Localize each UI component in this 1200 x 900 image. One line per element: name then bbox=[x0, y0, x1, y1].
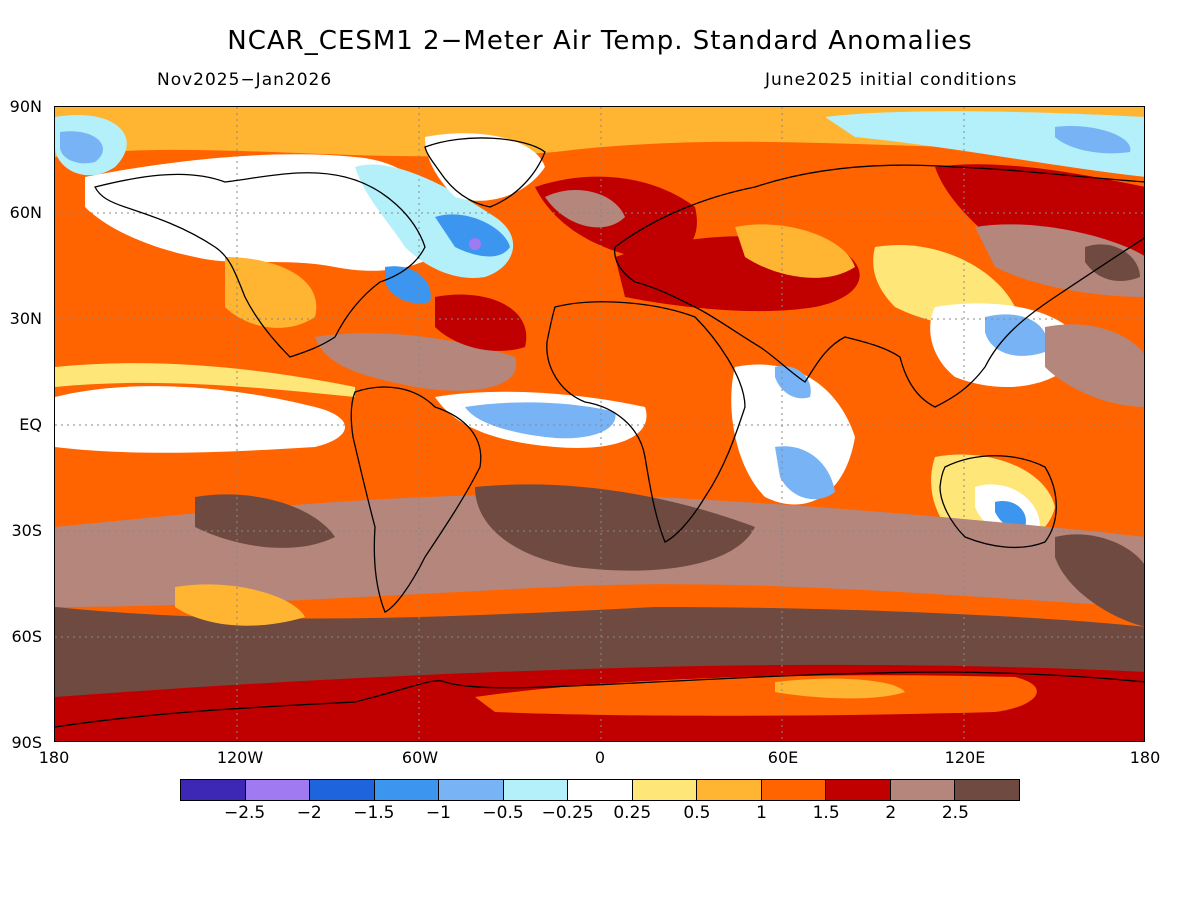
lat-label-eq: EQ bbox=[19, 415, 42, 434]
colorbar-swatch bbox=[503, 780, 569, 800]
anomaly-patch bbox=[435, 214, 510, 257]
lon-label-180w: 180 bbox=[38, 748, 70, 767]
anomaly-patch bbox=[435, 294, 527, 351]
colorbar-swatch bbox=[826, 780, 891, 800]
graticule bbox=[55, 107, 1144, 741]
colorbar-label: 0.25 bbox=[613, 803, 652, 823]
anomaly-patch bbox=[975, 224, 1144, 297]
lon-label-180e: 180 bbox=[1129, 748, 1161, 767]
colorbar-label: 0.5 bbox=[683, 803, 711, 823]
anomaly-patch bbox=[775, 446, 835, 500]
colorbar bbox=[180, 779, 1020, 801]
anomaly-patch bbox=[475, 484, 755, 571]
anomaly-patch bbox=[469, 238, 481, 250]
colorbar-label: 1 bbox=[756, 803, 767, 823]
anomaly-patch bbox=[775, 366, 811, 399]
anomaly-patch bbox=[55, 386, 345, 453]
anomaly-patch bbox=[995, 501, 1026, 529]
lon-label-60w: 60W bbox=[401, 748, 439, 767]
colorbar-label: 1.5 bbox=[812, 803, 840, 823]
lon-label-120w: 120W bbox=[216, 748, 264, 767]
colorbar-swatch bbox=[761, 780, 827, 800]
anomaly-patch bbox=[55, 363, 355, 397]
lat-label-30n: 30N bbox=[9, 309, 42, 328]
colorbar-label: −1 bbox=[425, 803, 451, 823]
initial-conditions: June2025 initial conditions bbox=[765, 70, 1018, 90]
anomaly-patch bbox=[735, 224, 855, 278]
anomaly-patch bbox=[1055, 534, 1144, 627]
coastlines bbox=[55, 137, 1144, 728]
colorbar-swatch bbox=[439, 780, 504, 800]
anomaly-patch bbox=[465, 402, 616, 439]
anomaly-patch bbox=[60, 131, 103, 164]
map-title: NCAR_CESM1 2−Meter Air Temp. Standard An… bbox=[227, 26, 973, 56]
colorbar-swatch bbox=[568, 780, 633, 800]
anomaly-patch bbox=[225, 257, 317, 328]
anomaly-patch bbox=[985, 314, 1047, 356]
lat-label-60s: 60S bbox=[11, 627, 42, 646]
anomaly-patch bbox=[195, 494, 335, 548]
colorbar-label: −2 bbox=[296, 803, 322, 823]
anomaly-patch bbox=[1045, 324, 1144, 407]
colorbar-swatch bbox=[374, 780, 440, 800]
colorbar-swatch bbox=[245, 780, 311, 800]
lat-label-30s: 30S bbox=[11, 521, 42, 540]
anomaly-patch bbox=[175, 584, 305, 626]
anomaly-patch bbox=[545, 189, 625, 228]
lon-label-120e: 120E bbox=[944, 748, 986, 767]
colorbar-label: −0.5 bbox=[482, 803, 524, 823]
colorbar-label: 2 bbox=[885, 803, 897, 823]
lat-label-90n: 90N bbox=[9, 97, 42, 116]
lat-label-90s: 90S bbox=[11, 733, 42, 752]
forecast-period: Nov2025−Jan2026 bbox=[157, 70, 333, 90]
colorbar-label: −2.5 bbox=[223, 803, 266, 823]
anomaly-patch bbox=[425, 133, 545, 201]
colorbar-label: −1.5 bbox=[353, 803, 395, 823]
lon-label-60e: 60E bbox=[767, 748, 799, 767]
anomaly-patch bbox=[55, 727, 1144, 741]
colorbar-swatch bbox=[632, 780, 698, 800]
colorbar-swatch bbox=[181, 780, 246, 800]
anomaly-patch bbox=[475, 675, 1037, 716]
colorbar-swatch bbox=[955, 780, 1019, 800]
colorbar-swatch bbox=[697, 780, 762, 800]
colorbar-swatch bbox=[310, 780, 375, 800]
colorbar-swatch bbox=[890, 780, 956, 800]
lon-label-0: 0 bbox=[594, 748, 606, 767]
anomaly-patch bbox=[315, 333, 517, 391]
anomaly-patch bbox=[1085, 244, 1140, 282]
anomaly-map bbox=[54, 106, 1145, 742]
colorbar-label: 2.5 bbox=[941, 803, 969, 823]
anomaly-patch bbox=[775, 678, 905, 699]
lat-label-60n: 60N bbox=[9, 203, 42, 222]
colorbar-label: −0.25 bbox=[541, 803, 594, 823]
anomaly-patch bbox=[1055, 126, 1131, 154]
